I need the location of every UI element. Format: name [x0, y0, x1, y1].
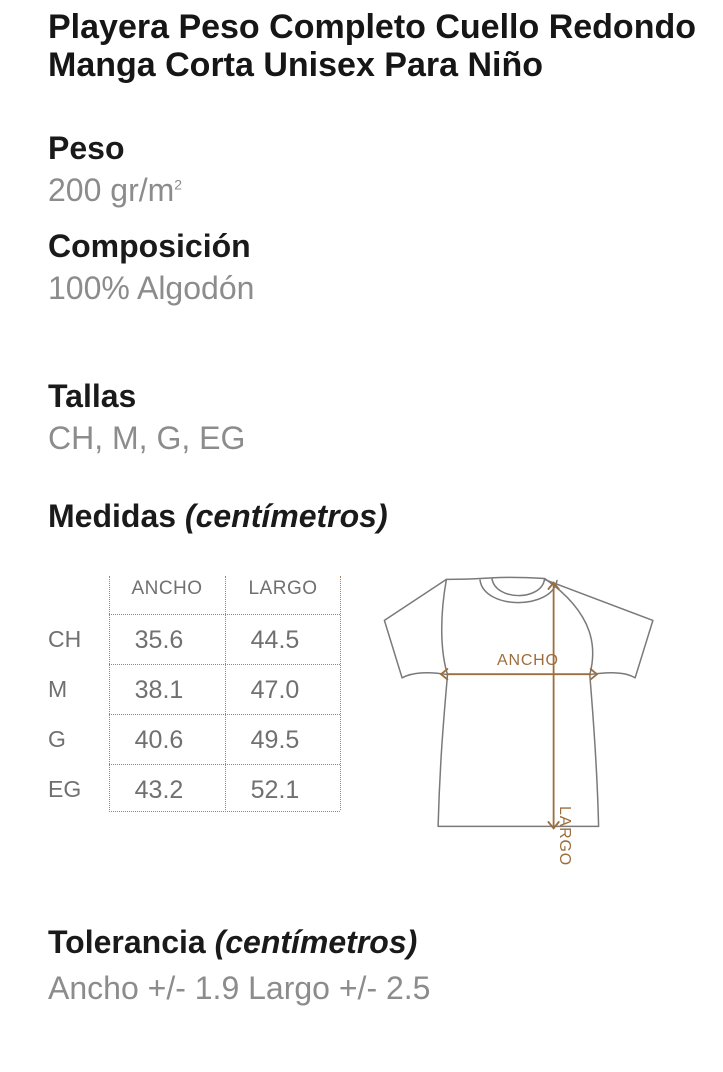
svg-text:ANCHO: ANCHO — [497, 652, 559, 669]
svg-text:LARGO: LARGO — [556, 806, 573, 866]
